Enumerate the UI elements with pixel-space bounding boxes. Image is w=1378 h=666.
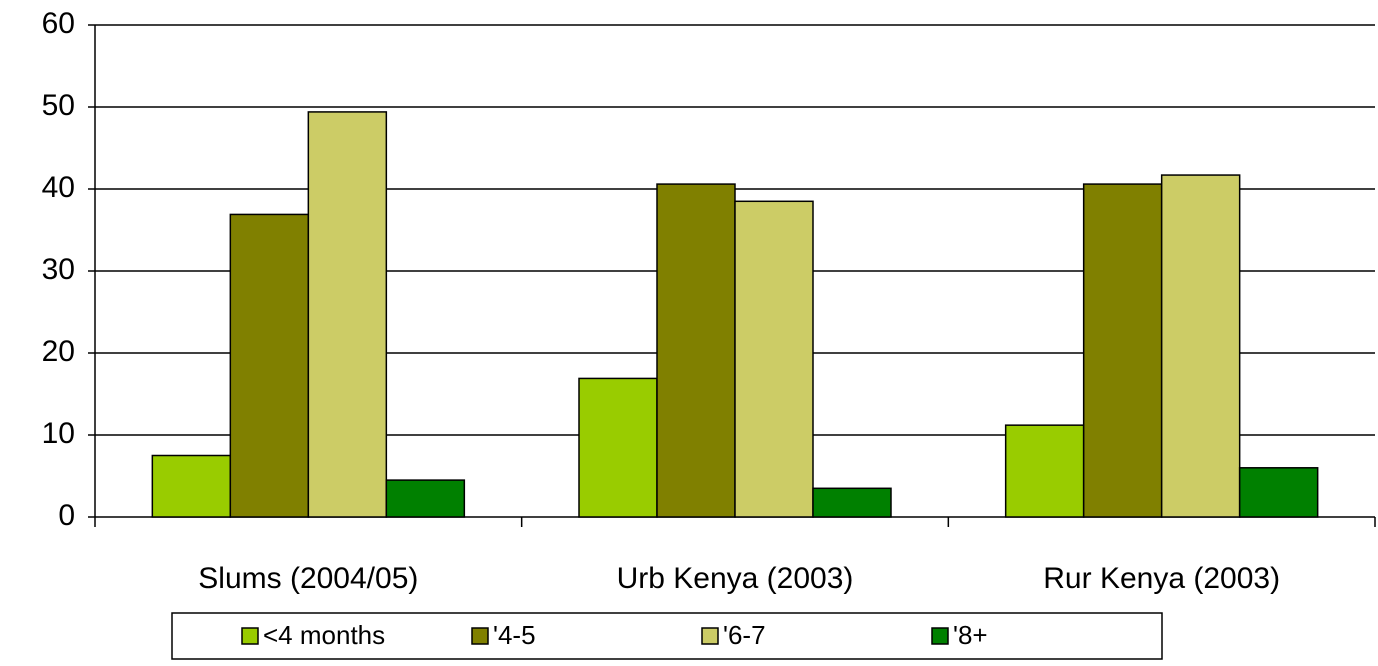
bar — [151, 454, 232, 518]
bar — [307, 111, 388, 518]
bar — [578, 377, 658, 518]
y-tick-label: 60 — [42, 7, 75, 40]
y-tick-label: 30 — [42, 253, 75, 286]
bar — [1004, 424, 1085, 518]
bar — [812, 487, 892, 518]
y-tick-label: 20 — [42, 335, 75, 368]
bar — [385, 479, 466, 518]
legend-swatch — [931, 627, 949, 645]
legend-swatch — [471, 627, 489, 645]
bar — [656, 183, 736, 518]
legend-label: <4 months — [263, 620, 385, 650]
y-tick-label: 0 — [58, 499, 75, 532]
y-tick-label: 10 — [42, 417, 75, 450]
bar — [1082, 183, 1163, 518]
y-tick-label: 40 — [42, 171, 75, 204]
legend-label: '6-7 — [723, 620, 766, 650]
legend-swatch — [701, 627, 719, 645]
legend-swatch — [241, 627, 259, 645]
bar — [734, 200, 814, 518]
legend-box — [171, 612, 1163, 660]
x-tick-label: Slums (2004/05) — [198, 562, 418, 595]
x-tick-label: Urb Kenya (2003) — [617, 562, 854, 595]
y-tick-label: 50 — [42, 89, 75, 122]
bar — [229, 213, 310, 518]
x-tick-label: Rur Kenya (2003) — [1043, 562, 1280, 595]
bar — [1160, 174, 1241, 518]
legend-label: '4-5 — [493, 620, 536, 650]
bar — [1238, 467, 1319, 518]
legend-label: '8+ — [953, 620, 988, 650]
